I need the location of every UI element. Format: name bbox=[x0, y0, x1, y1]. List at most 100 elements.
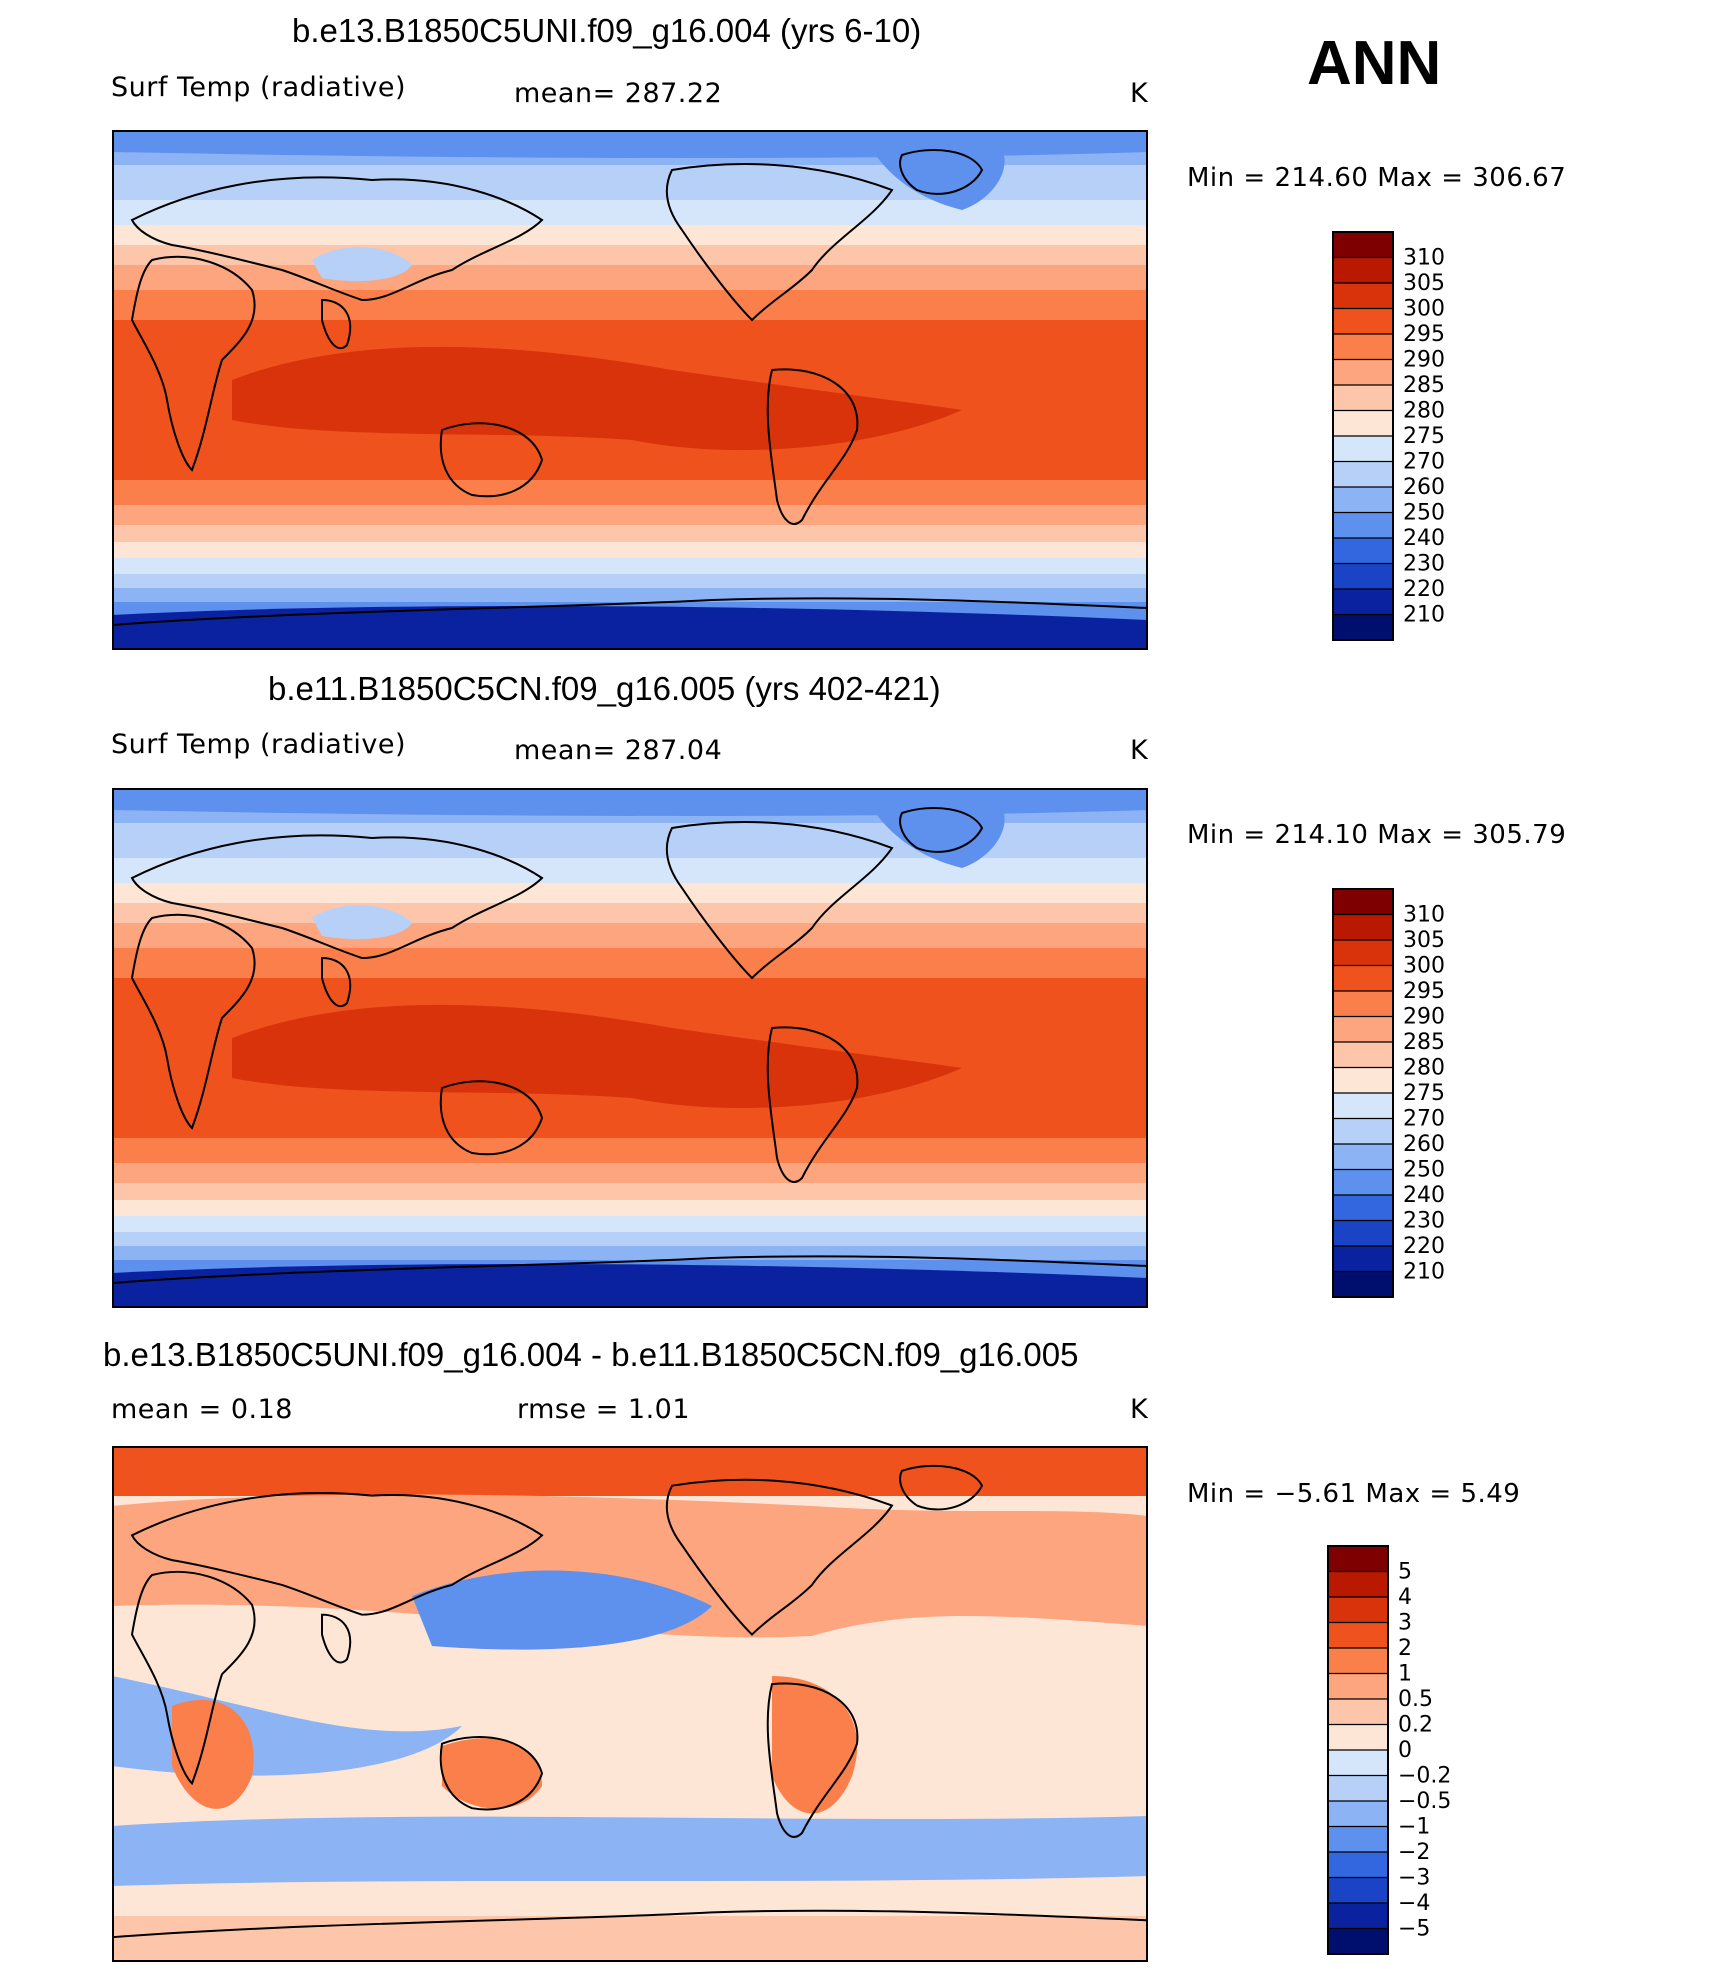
colorbar-2-tick-label: 290 bbox=[1403, 1005, 1445, 1030]
panel-2-title: b.e11.B1850C5CN.f09_g16.005 (yrs 402-421… bbox=[268, 670, 941, 707]
colorbar-2-swatch bbox=[1333, 889, 1393, 915]
colorbar-3-swatch bbox=[1328, 1801, 1388, 1827]
coastline bbox=[766, 1682, 859, 1838]
colorbar-1-swatch bbox=[1333, 232, 1393, 258]
coastline bbox=[899, 807, 984, 853]
colorbar-2-swatch bbox=[1333, 1144, 1393, 1170]
colorbar-2-tick-label: 310 bbox=[1403, 903, 1445, 928]
coastline bbox=[130, 255, 256, 472]
temp-band bbox=[112, 290, 1148, 320]
panel-1-minmax: Min = 214.60 Max = 306.67 bbox=[1187, 163, 1567, 193]
temp-band bbox=[112, 1138, 1148, 1163]
map-3 bbox=[112, 1446, 1148, 1962]
temp-band bbox=[112, 1216, 1148, 1232]
diff-nh-warm bbox=[112, 1494, 1148, 1638]
colorbar-2-tick-label: 280 bbox=[1403, 1056, 1445, 1081]
panel-1-mean-label: mean= 287.22 bbox=[514, 78, 723, 109]
tibet-cold bbox=[312, 247, 412, 282]
colorbar-3-tick-label: 3 bbox=[1398, 1611, 1412, 1636]
warm-pool bbox=[232, 346, 962, 450]
temp-band bbox=[112, 265, 1148, 290]
colorbar-2-swatch bbox=[1333, 940, 1393, 966]
map-1-coastlines bbox=[112, 149, 1148, 626]
colorbar-2: 3103053002952902852802752702602502402302… bbox=[1332, 888, 1445, 1298]
colorbar-3-swatch bbox=[1328, 1648, 1388, 1674]
temp-band bbox=[112, 588, 1148, 602]
colorbar-3-swatch bbox=[1328, 1673, 1388, 1700]
colorbar-2-swatch bbox=[1333, 914, 1393, 941]
colorbar-2-tick-label: 210 bbox=[1403, 1260, 1445, 1285]
colorbar-3-swatch bbox=[1328, 1928, 1388, 1955]
map-3-frame bbox=[112, 1446, 1148, 1962]
diff-so-cool bbox=[112, 1816, 1148, 1886]
diff-australia-warm bbox=[442, 1738, 542, 1809]
colorbar-1-tick-label: 290 bbox=[1403, 348, 1445, 373]
coastline bbox=[439, 422, 544, 498]
colorbar-2-tick-label: 250 bbox=[1403, 1158, 1445, 1183]
colorbar-1-tick-label: 270 bbox=[1403, 450, 1445, 475]
coastline bbox=[899, 1464, 984, 1511]
coastline bbox=[112, 1255, 1148, 1284]
colorbar-3-tick-label: 2 bbox=[1398, 1636, 1412, 1661]
panel-1-left-label: Surf Temp (radiative) bbox=[111, 72, 407, 103]
colorbar-3-tick-label: 5 bbox=[1398, 1560, 1412, 1585]
diff-arctic-warm bbox=[112, 1446, 1148, 1496]
colorbar-1-tick-label: 240 bbox=[1403, 526, 1445, 551]
coastline bbox=[899, 149, 984, 195]
temp-band bbox=[112, 574, 1148, 588]
colorbar-1-swatch bbox=[1333, 359, 1393, 386]
colorbar-3-tick-label: −0.2 bbox=[1398, 1764, 1451, 1789]
colorbar-2-swatch bbox=[1333, 1169, 1393, 1196]
season-label: ANN bbox=[1307, 29, 1442, 98]
temp-band bbox=[112, 1163, 1148, 1183]
coastline bbox=[665, 163, 894, 322]
coastline bbox=[766, 368, 859, 525]
colorbar-2-tick-label: 305 bbox=[1403, 928, 1445, 953]
antarctic-cold bbox=[112, 605, 1148, 650]
temp-band bbox=[112, 1232, 1148, 1246]
panel-3-mean-label: mean = 0.18 bbox=[111, 1394, 293, 1425]
coastline bbox=[665, 821, 894, 980]
colorbar-1-swatch bbox=[1333, 538, 1393, 564]
colorbar-3-tick-label: −2 bbox=[1398, 1840, 1430, 1865]
colorbar-1: 3103053002952902852802752702602502402302… bbox=[1332, 231, 1445, 641]
colorbar-3-swatch bbox=[1328, 1750, 1388, 1776]
colorbar-2-tick-label: 230 bbox=[1403, 1209, 1445, 1234]
colorbar-2-tick-label: 275 bbox=[1403, 1081, 1445, 1106]
map-1 bbox=[112, 130, 1148, 650]
colorbar-1-swatch bbox=[1333, 589, 1393, 615]
colorbar-2-swatch bbox=[1333, 1195, 1393, 1221]
colorbar-1-swatch bbox=[1333, 436, 1393, 462]
diff-antarctic bbox=[112, 1916, 1148, 1962]
map-2-frame bbox=[112, 788, 1148, 1308]
panel-2-units: K bbox=[1130, 735, 1149, 766]
coastline bbox=[665, 1478, 894, 1636]
coastline bbox=[130, 1492, 544, 1616]
colorbar-1-frame bbox=[1332, 231, 1394, 641]
antarctic-cold bbox=[112, 1263, 1148, 1308]
colorbar-3-tick-label: 0 bbox=[1398, 1738, 1412, 1763]
coastline bbox=[321, 1613, 352, 1664]
colorbar-2-swatch bbox=[1333, 1246, 1393, 1272]
temp-band bbox=[112, 923, 1148, 948]
colorbar-2-swatch bbox=[1333, 1042, 1393, 1068]
colorbar-3-swatch bbox=[1328, 1546, 1388, 1572]
colorbar-1-tick-label: 295 bbox=[1403, 322, 1445, 347]
temp-band bbox=[112, 1246, 1148, 1260]
colorbar-3-swatch bbox=[1328, 1571, 1388, 1598]
colorbar-1-swatch bbox=[1333, 334, 1393, 360]
colorbar-2-swatch bbox=[1333, 1016, 1393, 1043]
colorbar-2-swatch bbox=[1333, 965, 1393, 992]
temp-band bbox=[112, 525, 1148, 542]
colorbar-2-swatch bbox=[1333, 1271, 1393, 1298]
colorbar-1-swatch bbox=[1333, 385, 1393, 411]
colorbar-2-tick-label: 285 bbox=[1403, 1030, 1445, 1055]
panel-2-mean-label: mean= 287.04 bbox=[514, 735, 723, 766]
temp-band bbox=[112, 225, 1148, 245]
colorbar-3-swatch bbox=[1328, 1724, 1388, 1751]
colorbar-2-tick-label: 270 bbox=[1403, 1107, 1445, 1132]
colorbar-3-swatch bbox=[1328, 1903, 1388, 1929]
colorbar-3-tick-label: −1 bbox=[1398, 1815, 1430, 1840]
colorbar-3-tick-label: −3 bbox=[1398, 1866, 1430, 1891]
temp-band bbox=[112, 505, 1148, 525]
